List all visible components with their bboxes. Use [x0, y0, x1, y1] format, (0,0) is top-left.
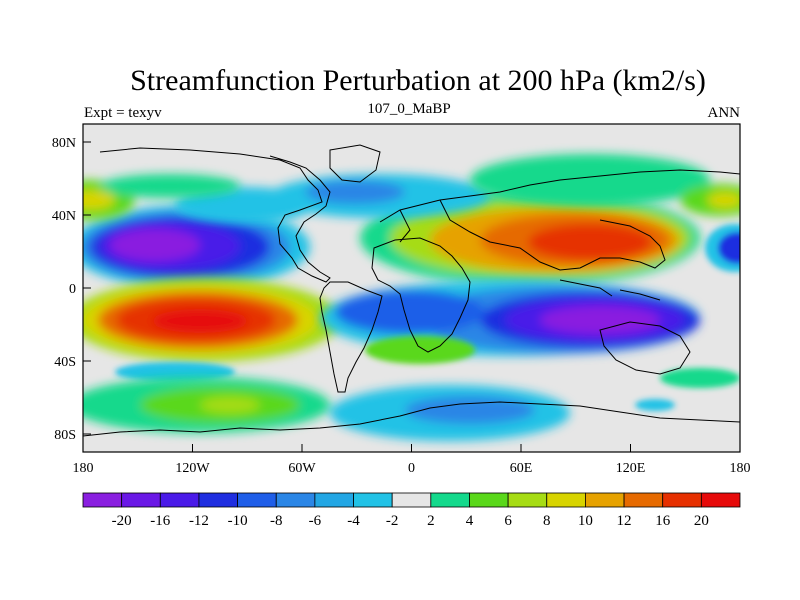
coastline-australia: [599, 321, 691, 375]
colorbar-label: 2: [427, 513, 435, 529]
y-tick-0: 0: [69, 282, 76, 297]
feature-east-pacific-high: [83, 278, 340, 362]
colorbar-label: -8: [270, 513, 283, 529]
feature-southern-small: [115, 336, 740, 411]
coastline-indonesia: [559, 279, 661, 301]
colorbar-swatch: [314, 492, 354, 508]
y-tick-40n: 40N: [52, 209, 76, 224]
coastline-eurasia: [379, 169, 740, 271]
subtitle-right: ANN: [708, 105, 741, 121]
x-tick-180e: 180: [730, 461, 751, 476]
chart-title: Streamfunction Perturbation at 200 hPa (…: [130, 64, 706, 97]
colorbar-swatch: [546, 492, 586, 508]
tick-marks: [82, 141, 741, 452]
x-tick-120w: 120W: [175, 461, 210, 476]
feature-southern-ocean: [83, 377, 570, 441]
y-tick-80n: 80N: [52, 136, 76, 151]
colorbar-swatch: [585, 492, 625, 508]
colorbar-label: 8: [543, 513, 551, 529]
colorbar-swatch: [623, 492, 664, 508]
colorbar-swatch: [391, 492, 432, 508]
colorbar-label: 20: [694, 513, 709, 529]
colorbar-label: -12: [189, 513, 209, 529]
feature-southern-low-band: [320, 280, 700, 356]
coastline-north-america: [99, 147, 331, 283]
x-tick-180w: 180: [73, 461, 94, 476]
colorbar: -20 -16 -12 -10 -8 -6 -4 -2 2 4 6 8 10 12 16 20: [82, 492, 741, 529]
colorbar-swatch: [121, 492, 161, 508]
colorbar-swatch: [430, 492, 470, 508]
x-tick-120e: 120E: [616, 461, 646, 476]
x-tick-60w: 60W: [288, 461, 316, 476]
subtitle-center: 107_0_MaBP: [367, 101, 450, 117]
coastline-antarctica: [83, 401, 740, 437]
colorbar-swatch: [275, 492, 316, 508]
colorbar-label: 12: [617, 513, 632, 529]
x-tick-0: 0: [408, 461, 415, 476]
y-tick-80s: 80S: [54, 428, 76, 443]
feature-west-pacific-low: [83, 205, 310, 289]
coastline-south-america: [319, 281, 383, 393]
colorbar-swatch: [662, 492, 702, 508]
colorbar-swatch: [237, 492, 277, 508]
colorbar-label: 10: [578, 513, 593, 529]
colorbar-label: -20: [112, 513, 132, 529]
colorbar-swatch: [700, 492, 741, 508]
plot-area: 180 120W 60W 0 60E 120E 180 80N 40N 0 40…: [52, 123, 751, 476]
colorbar-label: -16: [150, 513, 170, 529]
colorbar-label: -10: [228, 513, 248, 529]
colorbar-swatch: [159, 492, 200, 508]
colorbar-swatch: [82, 492, 123, 508]
colorbar-swatch: [507, 492, 548, 508]
coastlines: [83, 144, 740, 437]
colorbar-label: 16: [655, 513, 671, 529]
feature-dateline-low: [705, 224, 740, 272]
colorbar-label: 4: [466, 513, 474, 529]
subtitle-left: Expt = texyv: [84, 105, 162, 121]
colorbar-label: -6: [309, 513, 322, 529]
colorbar-label: 6: [504, 513, 512, 529]
x-tick-60e: 60E: [510, 461, 533, 476]
y-tick-40s: 40S: [54, 355, 76, 370]
feature-north-pacific-high: [83, 154, 740, 220]
colorbar-label: -2: [386, 513, 399, 529]
colorbar-swatch: [469, 492, 509, 508]
colorbar-swatch: [353, 492, 393, 508]
coastline-africa: [371, 237, 471, 353]
colorbar-swatch: [198, 492, 238, 508]
colorbar-label: -4: [347, 513, 360, 529]
coastline-greenland: [329, 144, 381, 183]
